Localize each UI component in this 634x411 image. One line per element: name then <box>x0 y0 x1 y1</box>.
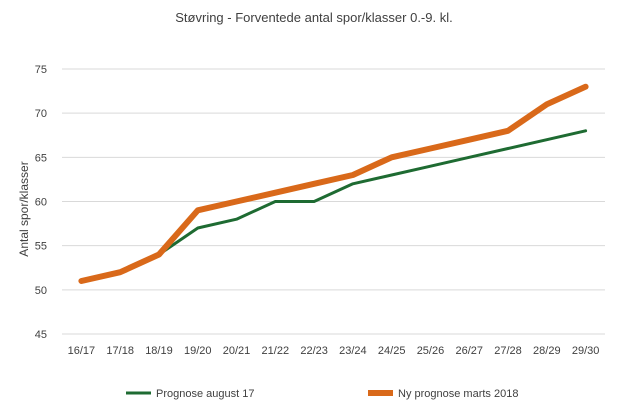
x-tick-label: 24/25 <box>378 345 406 357</box>
x-tick-label: 20/21 <box>223 345 251 357</box>
legend: Prognose august 17 Ny prognose marts 2018 <box>126 388 518 400</box>
x-tick-label: 17/18 <box>106 345 134 357</box>
series-lines <box>78 83 589 284</box>
x-tick-label: 19/20 <box>184 345 212 357</box>
x-tick-label: 21/22 <box>262 345 290 357</box>
x-axis-ticks: 16/17 17/18 18/19 19/20 20/21 21/22 22/23 23/24… <box>68 345 600 357</box>
legend-label-2: Ny prognose marts 2018 <box>398 388 518 400</box>
x-tick-label: 22/23 <box>300 345 328 357</box>
x-tick-label: 27/28 <box>494 345 522 357</box>
x-tick-label: 18/19 <box>145 345 173 357</box>
y-tick-label: 70 <box>35 108 47 120</box>
y-tick-label: 50 <box>35 285 47 297</box>
x-tick-label: 16/17 <box>68 345 96 357</box>
grid-lines <box>62 68 605 335</box>
x-tick-label: 25/26 <box>417 345 445 357</box>
chart-title: Støvring - Forventede antal spor/klasser… <box>175 10 452 25</box>
y-tick-label: 75 <box>35 64 47 76</box>
y-axis-ticks: 45 50 55 60 65 70 75 <box>35 64 47 341</box>
x-tick-label: 28/29 <box>533 345 561 357</box>
x-tick-label: 26/27 <box>455 345 483 357</box>
y-tick-label: 55 <box>35 241 47 253</box>
series-line-2 <box>78 83 589 284</box>
y-tick-label: 65 <box>35 152 47 164</box>
x-tick-label: 29/30 <box>572 345 600 357</box>
y-tick-label: 60 <box>35 197 47 209</box>
y-tick-label: 45 <box>35 329 47 341</box>
x-tick-label: 23/24 <box>339 345 367 357</box>
legend-label-1: Prognose august 17 <box>156 388 254 400</box>
y-axis-title: Antal spor/klasser <box>17 161 31 256</box>
